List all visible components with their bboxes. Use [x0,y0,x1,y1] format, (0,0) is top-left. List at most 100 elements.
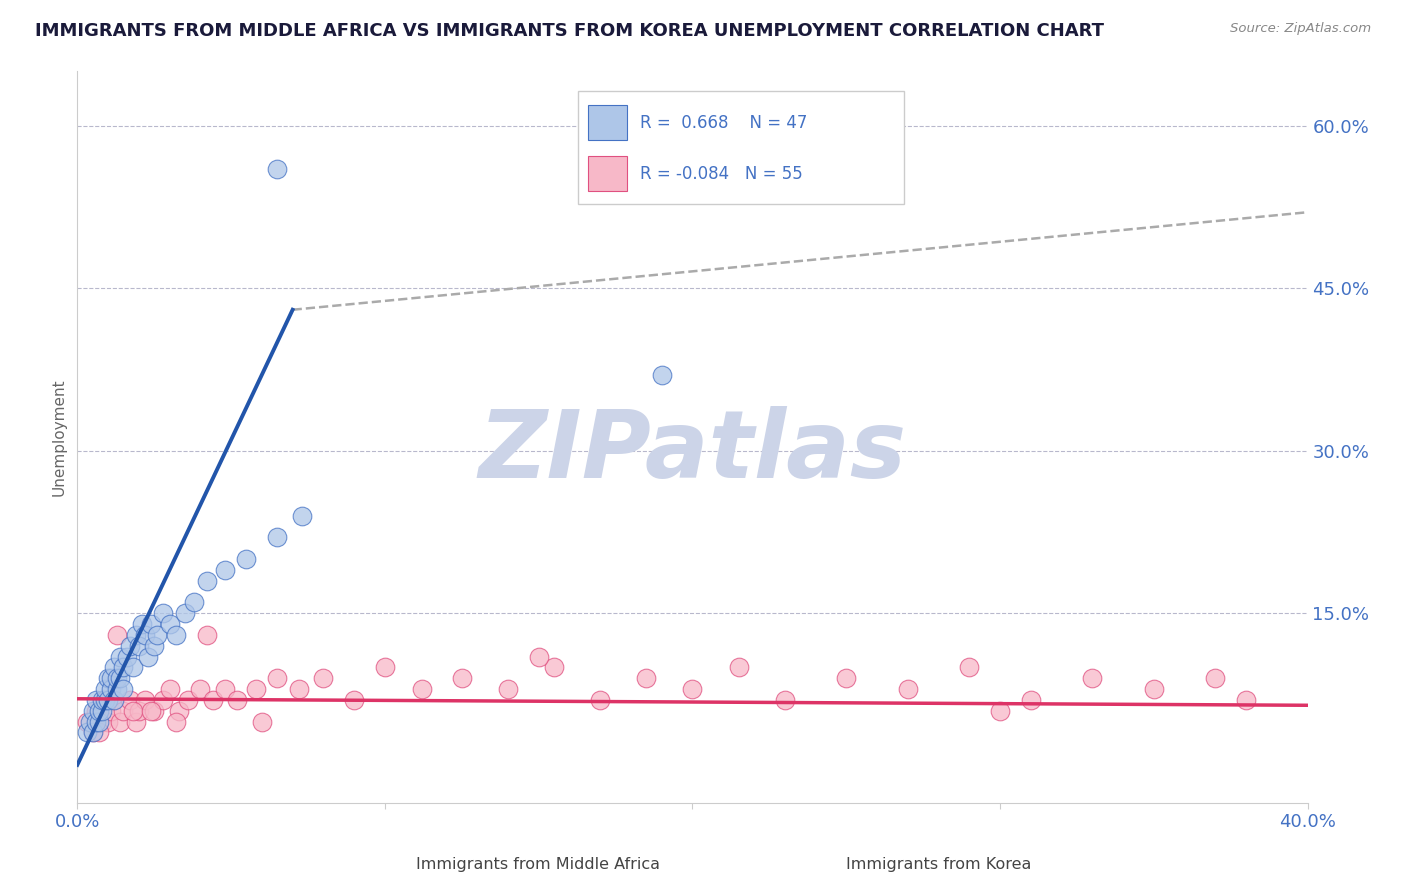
Point [105,671,128,685]
Point [957,660,980,674]
Point [105,681,128,696]
FancyBboxPatch shape [373,850,409,880]
Text: R =  0.668    N = 47: R = 0.668 N = 47 [640,113,807,131]
Point [118,693,141,707]
Point [100,704,122,718]
Point [87,704,110,718]
Point [374,660,396,674]
Point [214,681,236,696]
Point [128,704,150,718]
Point [84,714,107,729]
Point [159,617,181,632]
Point [288,681,311,696]
Point [115,649,138,664]
Point [343,693,366,707]
Point [103,693,125,707]
Point [125,628,148,642]
Text: Immigrants from Korea: Immigrants from Korea [846,857,1032,872]
Point [103,660,125,674]
Point [988,704,1011,718]
Point [174,606,197,620]
Point [94,693,117,707]
Point [82,704,104,718]
Point [312,671,335,685]
Point [141,704,163,718]
Point [110,671,132,685]
Point [589,693,612,707]
Point [134,693,156,707]
Point [82,725,104,739]
Point [226,693,249,707]
Point [141,617,163,632]
Point [97,671,120,685]
Point [1019,693,1042,707]
Point [245,681,267,696]
FancyBboxPatch shape [578,91,904,203]
Point [84,704,107,718]
Point [183,595,205,609]
Point [90,714,114,729]
Point [90,693,114,707]
Point [112,704,135,718]
Text: Immigrants from Middle Africa: Immigrants from Middle Africa [416,857,659,872]
Point [527,649,550,664]
Point [201,693,224,707]
Point [152,693,174,707]
Text: IMMIGRANTS FROM MIDDLE AFRICA VS IMMIGRANTS FROM KOREA UNEMPLOYMENT CORRELATION : IMMIGRANTS FROM MIDDLE AFRICA VS IMMIGRA… [35,22,1104,40]
Point [112,681,135,696]
Point [496,681,519,696]
Point [100,671,122,685]
Point [266,530,288,544]
Point [110,649,132,664]
Point [143,639,166,653]
Point [87,714,110,729]
Point [543,660,565,674]
Point [146,628,169,642]
Point [165,628,187,642]
Point [266,671,288,685]
Point [110,714,132,729]
Point [188,681,212,696]
Text: ZIPatlas: ZIPatlas [478,406,907,498]
Point [87,725,110,739]
Text: R = -0.084   N = 55: R = -0.084 N = 55 [640,165,803,183]
Point [100,681,122,696]
Point [214,563,236,577]
Point [195,574,218,588]
Point [450,671,472,685]
Point [195,628,218,642]
Point [103,693,125,707]
FancyBboxPatch shape [803,850,841,880]
Point [97,714,120,729]
Point [177,693,200,707]
Point [897,681,920,696]
Y-axis label: Unemployment: Unemployment [51,378,66,496]
Point [118,639,141,653]
Point [682,681,704,696]
Point [76,725,98,739]
FancyBboxPatch shape [588,156,627,191]
Point [1204,671,1226,685]
Point [125,714,148,729]
Point [1234,693,1257,707]
Point [291,508,314,523]
Point [266,161,288,176]
Point [112,660,135,674]
Point [121,660,143,674]
Point [128,639,150,653]
Point [167,704,190,718]
Point [76,714,98,729]
Point [84,693,107,707]
Point [90,704,114,718]
Point [773,693,796,707]
Point [250,714,273,729]
Point [165,714,187,729]
Point [159,681,181,696]
Point [152,606,174,620]
Point [97,693,120,707]
Point [134,628,156,642]
Point [121,704,143,718]
Point [835,671,858,685]
Point [105,628,128,642]
Point [651,368,673,382]
